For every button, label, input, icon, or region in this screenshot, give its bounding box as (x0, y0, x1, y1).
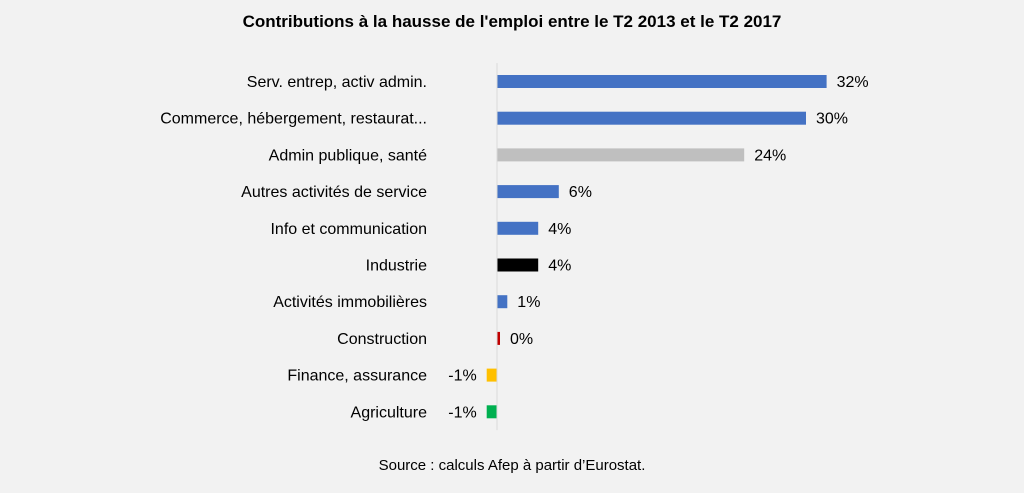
bar (497, 295, 508, 309)
category-label: Activités immobilières (273, 294, 427, 311)
data-label: 0% (510, 331, 533, 348)
data-label: 4% (548, 258, 571, 275)
bar (497, 258, 539, 272)
category-label: Info et communication (270, 221, 427, 238)
bar (497, 111, 806, 125)
data-label: 32% (837, 74, 869, 91)
data-label: 1% (517, 294, 540, 311)
category-label: Autres activités de service (241, 184, 427, 201)
bar (497, 148, 745, 162)
data-label: 30% (816, 111, 848, 128)
data-label: -1% (448, 368, 476, 385)
bar (486, 405, 497, 419)
source-note: Source : calculs Afep à partir d’Eurosta… (378, 457, 646, 474)
bar (497, 75, 827, 88)
chart-title: Contributions à la hausse de l'emploi en… (242, 12, 782, 31)
data-label: 4% (548, 221, 571, 238)
data-label: -1% (448, 404, 476, 421)
category-label: Admin publique, santé (269, 147, 427, 164)
category-label: Finance, assurance (287, 368, 427, 385)
data-label: 6% (569, 184, 592, 201)
data-label: 24% (754, 147, 786, 164)
category-label: Agriculture (351, 404, 428, 421)
bar (497, 221, 539, 235)
category-label: Serv. entrep, activ admin. (247, 74, 427, 91)
bars-group: Serv. entrep, activ admin. 32% Commerce, h… (160, 74, 868, 421)
bar (486, 368, 497, 382)
bar (497, 185, 559, 199)
category-label: Commerce, hébergement, restaurat... (160, 111, 427, 128)
category-label: Industrie (366, 258, 427, 275)
category-label: Construction (337, 331, 427, 348)
bar (497, 331, 500, 345)
